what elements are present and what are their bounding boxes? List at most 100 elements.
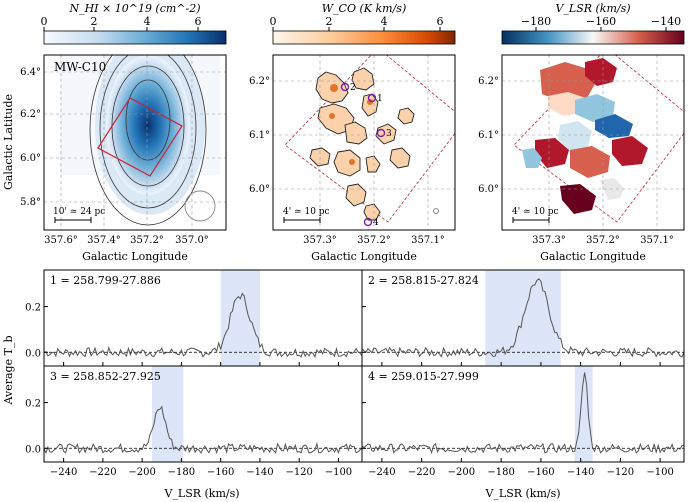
nhi-xtick: 357.0° [175, 235, 209, 246]
nhi-cbar-tick-3: 6 [195, 15, 202, 28]
nhi-scalebar: 10' ≃ 24 pc [53, 207, 105, 223]
vlsr-ytick: 6.1° [478, 130, 499, 141]
wco-frame [272, 54, 456, 231]
y-tick-label: 0.2 [25, 399, 41, 410]
wco-ytick: 6.1° [249, 130, 270, 141]
spectrum-panel-3: −240 −220 −200 −180 −160 −140 −120 −100 0.0 0.2 3 … [25, 365, 363, 478]
vlsr-cbar-tick-2: −140 [651, 15, 681, 28]
y-tick-label: 0.2 [25, 303, 41, 314]
region-label: MW-C10 [54, 60, 106, 74]
nhi-ytick: 6.2° [20, 109, 41, 120]
vlsr-velocity-field [522, 58, 648, 214]
wco-cbar-tick-2: 4 [381, 15, 388, 28]
x-tick-label: −160 [527, 467, 554, 478]
wco-map-panel: 0 2 4 6 W_CO (K km/s) [249, 2, 456, 263]
velocity-window-shade [574, 366, 593, 462]
spectrum-line [43, 292, 363, 359]
wco-colorbar-ticks: 0 2 4 6 [270, 15, 444, 31]
wco-peak-cores [329, 84, 373, 165]
wco-beam-circle [433, 208, 439, 214]
vlsr-ytick: 6.2° [478, 76, 499, 87]
vlsr-colorbar [501, 30, 685, 45]
x-tick-label: −200 [128, 467, 155, 478]
x-tick-label: −220 [408, 467, 435, 478]
vlsr-xtick: 357.1° [640, 235, 674, 246]
x-tick-label: −240 [50, 467, 77, 478]
wco-xtick: 357.1° [411, 235, 445, 246]
vlsr-grid [502, 55, 684, 230]
nhi-y-ticks: 6.4° 6.2° 6.0° 5.8° [20, 67, 41, 208]
nhi-cbar-tick-1: 2 [91, 15, 98, 28]
spectrum-line [361, 372, 685, 455]
vlsr-colorbar-label: V_LSR (km/s) [555, 2, 630, 15]
nhi-colorbar [43, 30, 227, 45]
nhi-ytick: 5.8° [20, 197, 41, 208]
vlsr-scalebar: 4' ≃ 10 pc [512, 207, 559, 223]
spectra-xlabel-right: V_LSR (km/s) [484, 487, 560, 500]
spectra-ylabel: Average T_b [2, 336, 15, 406]
spectrum-line [43, 405, 363, 455]
marker-label: 2 [350, 83, 356, 93]
nhi-map-panel: 0 2 4 6 N_HI × 10^19 (cm^-2) [2, 2, 227, 263]
nhi-colorbar-ticks: 0 2 4 6 [41, 15, 202, 31]
spectrum-panel-1: 0.0 0.2 1 = 258.799-27.886 [25, 269, 363, 367]
spectrum-panel-4: −240 −220 −200 −180 −160 −140 −120 −100 4 = 259.… [361, 365, 685, 478]
nhi-cbar-tick-0: 0 [41, 15, 48, 28]
vlsr-colorbar-ticks: −180 −160 −140 [521, 15, 681, 31]
velocity-window-shade [220, 270, 260, 366]
marker-3-icon [376, 128, 386, 138]
wco-xlabel: Galactic Longitude [311, 250, 417, 263]
vlsr-frame [501, 54, 685, 231]
nhi-xtick: 357.4° [87, 235, 121, 246]
x-tick-label: −220 [89, 467, 116, 478]
marker-1-icon [367, 93, 377, 103]
wco-colorbar-label: W_CO (K km/s) [322, 2, 406, 15]
vlsr-ytick: 6.0° [478, 184, 499, 195]
x-tick-label: −100 [325, 467, 352, 478]
wco-field-box [284, 55, 455, 223]
co-field-box [97, 97, 183, 177]
wco-cbar-tick-1: 2 [326, 15, 333, 28]
spectrum-line [361, 278, 685, 358]
y-tick-label: 0.0 [25, 444, 41, 455]
wco-xtick: 357.2° [357, 235, 391, 246]
wco-position-markers [340, 82, 386, 227]
spectrum-position-label: 3 = 258.852-27.925 [50, 370, 161, 383]
marker-label: 4 [373, 218, 379, 228]
vlsr-scalebar-label: 4' ≃ 10 pc [512, 207, 559, 217]
nhi-frame [43, 54, 227, 231]
wco-xtick: 357.3° [303, 235, 337, 246]
nhi-colorbar-label: N_HI × 10^19 (cm^-2) [68, 2, 200, 15]
nhi-xtick: 357.2° [130, 235, 164, 246]
wco-scalebar: 4' ≃ 10 pc [283, 207, 330, 223]
vlsr-xtick: 357.2° [586, 235, 620, 246]
y-tick-label: 0.0 [25, 348, 41, 359]
vlsr-xtick: 357.3° [532, 235, 566, 246]
vlsr-xlabel: Galactic Longitude [540, 250, 646, 263]
x-tick-label: −140 [246, 467, 273, 478]
spectrum-panel-2: 2 = 258.815-27.824 [361, 269, 685, 367]
nhi-grid [44, 55, 226, 230]
spectrum-position-label: 4 = 259.015-27.999 [368, 370, 479, 383]
spectra-xlabel-left: V_LSR (km/s) [163, 487, 239, 500]
vlsr-cbar-tick-1: −160 [586, 15, 616, 28]
spectrum-position-label: 1 = 258.799-27.886 [50, 274, 161, 287]
vlsr-map-panel: −180 −160 −140 V_LSR (km/s) [478, 2, 685, 263]
wco-cbar-tick-0: 0 [270, 15, 277, 28]
marker-2-icon [340, 82, 350, 92]
spectrum-position-label: 2 = 258.815-27.824 [368, 274, 479, 287]
nhi-x-ticks: 357.6° 357.4° 357.2° 357.0° [44, 235, 209, 246]
spectrum-frame [361, 365, 685, 463]
wco-scalebar-label: 4' ≃ 10 pc [283, 207, 330, 217]
nhi-ytick: 6.0° [20, 153, 41, 164]
marker-4-icon [363, 217, 373, 227]
wco-ytick: 6.2° [249, 76, 270, 87]
x-tick-label: −120 [607, 467, 634, 478]
nhi-xlabel: Galactic Longitude [82, 250, 188, 263]
x-tick-label: −160 [207, 467, 234, 478]
vlsr-field-box [513, 55, 684, 223]
wco-ytick: 6.0° [249, 184, 270, 195]
vlsr-cbar-tick-0: −180 [521, 15, 551, 28]
x-tick-label: −180 [487, 467, 514, 478]
x-tick-label: −200 [448, 467, 475, 478]
